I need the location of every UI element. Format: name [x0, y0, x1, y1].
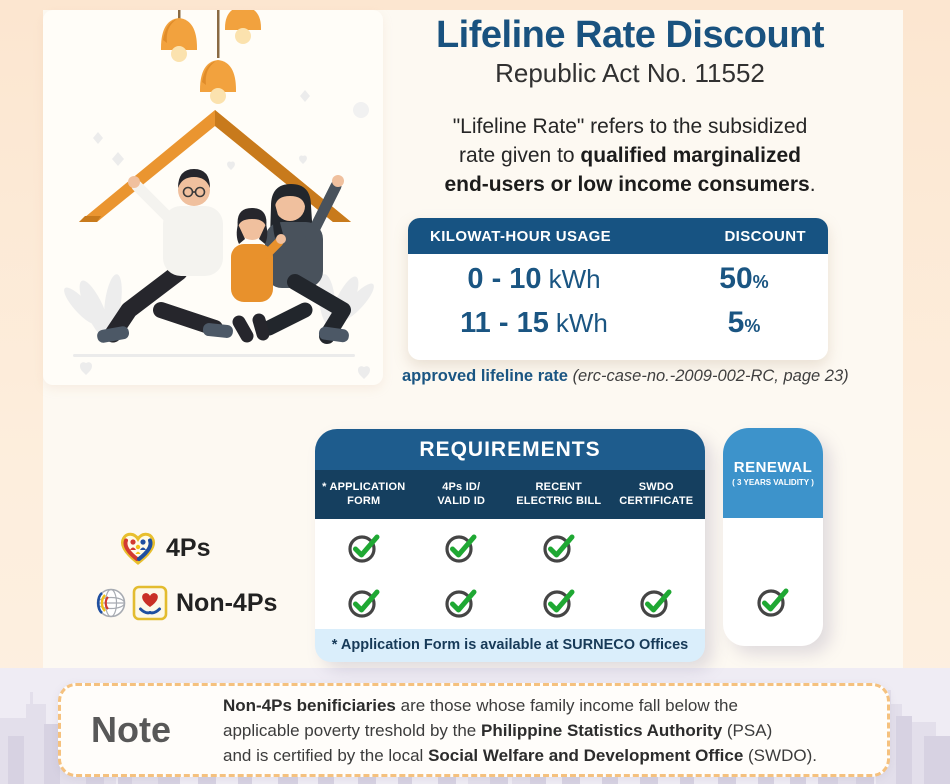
discount-value: 5 [727, 306, 745, 339]
note-line3-regular-a: and is certified by the local [223, 745, 429, 765]
check-icon [413, 584, 511, 620]
usage-unit: kWh [555, 308, 608, 338]
note-line3-regular-b: (SWDO). [743, 745, 817, 765]
column-application-form: * APPLICATION FORM [322, 481, 406, 507]
usage-range: 0 - 10 [467, 263, 542, 295]
note-line2-regular-b: (PSA) [722, 720, 773, 740]
4ps-logo-icon [120, 532, 156, 565]
requirements-title: REQUIREMENTS [315, 429, 705, 470]
application-form-footnote: * Application Form is available at SURNE… [315, 629, 705, 662]
renewal-body [723, 518, 823, 646]
check-icon [413, 529, 511, 565]
row-label-non4ps: Non-4Ps [94, 582, 277, 624]
ra-number-subtitle: Republic Act No. 11552 [495, 58, 765, 88]
column-4ps-id: 4Ps ID/VALID ID [437, 481, 486, 507]
table-row: 11 - 15 kWh 5% [408, 306, 828, 350]
note-line1-bold: Non-4Ps benificiaries [223, 695, 396, 715]
row-label-4ps: 4Ps [118, 527, 210, 569]
checks-row-4ps [315, 519, 705, 574]
renewal-check-column [723, 518, 823, 628]
renewal-header: RENEWAL ( 3 YEARS VALIDITY ) [723, 428, 823, 518]
note-line2-bold: Philippine Statistics Authority [481, 720, 723, 740]
column-electric-bill: RECENT ELECTRIC BILL [516, 481, 602, 507]
family-figures [97, 169, 351, 344]
rate-source-caption: approved lifeline rate (erc-case-no.-200… [402, 367, 849, 386]
note-box: Note Non-4Ps benificiaries are those who… [58, 683, 890, 777]
check-icon [723, 573, 823, 628]
rate-table-body: 0 - 10 kWh 50% 11 - 15 kWh 5% [408, 254, 828, 360]
usage-unit: kWh [548, 264, 601, 294]
column-swdo-certificate: SWDO CERTIFICATE [619, 481, 694, 507]
family-under-roof-illustration [64, 6, 374, 379]
requirements-column-headers: * APPLICATION FORM 4Ps ID/VALID ID RECENT… [315, 470, 705, 519]
row-label-text: 4Ps [166, 533, 211, 562]
note-label: Note [91, 709, 171, 750]
discount-percent-sign: % [752, 272, 769, 292]
lifeline-rate-table: KILOWAT-HOUR USAGE DISCOUNT 0 - 10 kWh 50… [408, 218, 828, 360]
check-icon [510, 529, 608, 565]
check-icon [608, 584, 706, 620]
intro-line3-regular: . [809, 173, 816, 196]
intro-line2-regular: rate given to [459, 144, 581, 167]
psa-globe-logo-icon [96, 588, 126, 618]
pendant-lamp-icon [161, 6, 261, 104]
table-row: 0 - 10 kWh 50% [408, 262, 828, 306]
check-icon [315, 584, 413, 620]
discount-percent-sign: % [744, 316, 761, 336]
rate-table-header: KILOWAT-HOUR USAGE DISCOUNT [408, 218, 828, 254]
caption-source-text: (erc-case-no.-2009-002-RC, page 23) [572, 367, 849, 385]
note-line2-regular-a: applicable poverty treshold by the [223, 720, 481, 740]
requirements-panel: REQUIREMENTS * APPLICATION FORM 4Ps ID/VA… [315, 429, 705, 662]
note-line1-regular: are those whose family income fall below… [395, 695, 738, 715]
intro-line1: "Lifeline Rate" refers to the subsidized [452, 115, 808, 138]
intro-line2-bold: qualified marginalized [580, 144, 801, 167]
intro-line3-bold: end-users or low income consumers [444, 173, 810, 196]
check-icon [510, 584, 608, 620]
note-text: Non-4Ps benificiaries are those whose fa… [223, 693, 817, 768]
empty-check-cell [723, 518, 823, 573]
intro-text: "Lifeline Rate" refers to the subsidized… [398, 112, 862, 199]
checks-row-non4ps [315, 574, 705, 629]
discount-column-header: DISCOUNT [724, 227, 806, 245]
usage-column-header: KILOWAT-HOUR USAGE [430, 227, 612, 245]
page-title: Lifeline Rate Discount [435, 14, 825, 56]
caption-link-text: approved lifeline rate [402, 367, 573, 385]
renewal-card: RENEWAL ( 3 YEARS VALIDITY ) [723, 428, 823, 646]
dswd-logo-icon [132, 585, 168, 621]
check-icon [315, 529, 413, 565]
family-illustration-card [43, 6, 383, 385]
usage-range: 11 - 15 [460, 307, 549, 339]
renewal-title: RENEWAL [733, 459, 813, 476]
discount-value: 50 [719, 262, 753, 295]
note-line3-bold: Social Welfare and Development Office [428, 745, 744, 765]
requirements-check-grid [315, 519, 705, 629]
renewal-validity-label: ( 3 YEARS VALIDITY ) [732, 478, 814, 487]
row-label-text: Non-4Ps [176, 588, 278, 617]
